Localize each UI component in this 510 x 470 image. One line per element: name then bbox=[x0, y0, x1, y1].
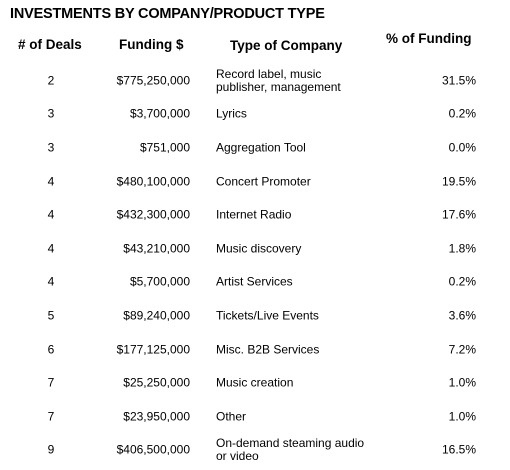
cell-percent-funding: 0.0% bbox=[448, 140, 476, 155]
cell-deals: 9 bbox=[47, 442, 55, 457]
table-row: 2 $775,250,000 Record label, music publish… bbox=[0, 64, 510, 98]
column-header-deals: # of Deals bbox=[18, 37, 82, 52]
cell-funding: $775,250,000 bbox=[116, 73, 190, 88]
cell-funding: $3,700,000 bbox=[129, 106, 190, 121]
cell-percent-funding: 3.6% bbox=[448, 308, 476, 323]
cell-company-type: Lyrics bbox=[216, 106, 247, 121]
cell-percent-funding: 1.8% bbox=[448, 241, 476, 256]
cell-deals: 4 bbox=[47, 274, 55, 289]
cell-company-type: Misc. B2B Services bbox=[216, 342, 320, 357]
cell-funding: $432,300,000 bbox=[116, 207, 190, 222]
cell-funding: $43,210,000 bbox=[123, 241, 190, 256]
cell-deals: 5 bbox=[47, 308, 55, 323]
cell-company-type: Other bbox=[216, 409, 247, 424]
cell-funding: $23,950,000 bbox=[123, 409, 190, 424]
cell-funding: $406,500,000 bbox=[116, 442, 190, 457]
table-row: 4 $43,210,000 Music discovery 1.8% bbox=[0, 232, 510, 266]
table-row: 7 $23,950,000 Other 1.0% bbox=[0, 400, 510, 434]
cell-company-type: On-demand steaming audio or video bbox=[216, 436, 365, 464]
cell-percent-funding: 0.2% bbox=[448, 274, 476, 289]
cell-deals: 4 bbox=[47, 174, 55, 189]
table-row: 9 $406,500,000 On-demand steaming audio or… bbox=[0, 434, 510, 468]
table-row: 4 $432,300,000 Internet Radio 17.6% bbox=[0, 198, 510, 232]
table-row: 3 $751,000 Aggregation Tool 0.0% bbox=[0, 131, 510, 165]
cell-percent-funding: 31.5% bbox=[441, 73, 476, 88]
cell-company-type: Music creation bbox=[216, 375, 294, 390]
cell-company-type: Internet Radio bbox=[216, 207, 292, 222]
cell-percent-funding: 1.0% bbox=[448, 409, 476, 424]
page-title: INVESTMENTS BY COMPANY/PRODUCT TYPE bbox=[10, 6, 325, 22]
column-header-type: Type of Company bbox=[230, 38, 343, 53]
cell-percent-funding: 7.2% bbox=[448, 342, 476, 357]
table-row: 3 $3,700,000 Lyrics 0.2% bbox=[0, 98, 510, 132]
cell-company-type: Tickets/Live Events bbox=[216, 308, 319, 323]
cell-deals: 3 bbox=[47, 140, 55, 155]
cell-company-type: Music discovery bbox=[216, 241, 302, 256]
cell-deals: 7 bbox=[47, 409, 55, 424]
cell-funding: $89,240,000 bbox=[123, 308, 190, 323]
cell-company-type: Concert Promoter bbox=[216, 174, 311, 189]
cell-deals: 6 bbox=[47, 342, 55, 357]
cell-funding: $751,000 bbox=[139, 140, 190, 155]
cell-percent-funding: 17.6% bbox=[441, 207, 476, 222]
cell-company-type: Record label, music publisher, managemen… bbox=[216, 66, 341, 94]
table-row: 7 $25,250,000 Music creation 1.0% bbox=[0, 366, 510, 400]
cell-percent-funding: 16.5% bbox=[441, 442, 476, 457]
cell-funding: $5,700,000 bbox=[129, 274, 190, 289]
cell-deals: 4 bbox=[47, 241, 55, 256]
column-header-funding: Funding $ bbox=[119, 37, 184, 52]
cell-funding: $480,100,000 bbox=[116, 174, 190, 189]
cell-company-type: Artist Services bbox=[216, 274, 293, 289]
table-row: 4 $480,100,000 Concert Promoter 19.5% bbox=[0, 165, 510, 199]
table-row: 4 $5,700,000 Artist Services 0.2% bbox=[0, 266, 510, 300]
table-row: 5 $89,240,000 Tickets/Live Events 3.6% bbox=[0, 299, 510, 333]
cell-company-type: Aggregation Tool bbox=[216, 140, 306, 155]
cell-percent-funding: 19.5% bbox=[441, 174, 476, 189]
cell-funding: $25,250,000 bbox=[123, 375, 190, 390]
table-body: 2 $775,250,000 Record label, music publish… bbox=[0, 64, 510, 467]
cell-percent-funding: 1.0% bbox=[448, 375, 476, 390]
cell-deals: 3 bbox=[47, 106, 55, 121]
column-header-percent: % of Funding bbox=[386, 31, 472, 46]
cell-deals: 7 bbox=[47, 375, 55, 390]
cell-percent-funding: 0.2% bbox=[448, 106, 476, 121]
cell-deals: 4 bbox=[47, 207, 55, 222]
cell-deals: 2 bbox=[47, 73, 55, 88]
cell-funding: $177,125,000 bbox=[116, 342, 190, 357]
table-row: 6 $177,125,000 Misc. B2B Services 7.2% bbox=[0, 333, 510, 367]
